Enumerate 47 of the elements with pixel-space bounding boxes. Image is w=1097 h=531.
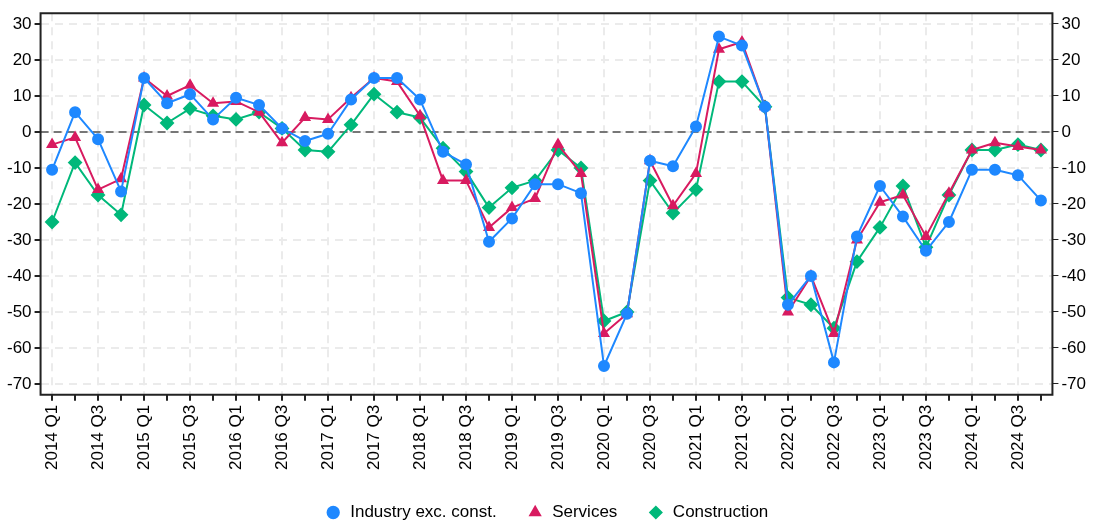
y2-tick-label: -40 <box>6 265 32 285</box>
x-tick-label: 2021 Q3 <box>731 404 751 471</box>
y-tick-label: -60 <box>1061 337 1087 357</box>
y-tick-label: 20 <box>1061 49 1081 69</box>
y2-tick-label: -70 <box>6 373 32 393</box>
y-tick-label: -20 <box>1061 193 1087 213</box>
y2-tick-label: -30 <box>6 229 32 249</box>
y2-tick-label: -60 <box>6 337 32 357</box>
x-tick-label: 2016 Q3 <box>271 404 291 471</box>
x-tick-label: 2015 Q3 <box>179 404 199 471</box>
x-tick-label: 2014 Q1 <box>41 404 61 471</box>
x-tick-label: 2024 Q3 <box>1007 404 1027 471</box>
x-tick-label: 2018 Q3 <box>455 404 475 471</box>
x-tick-label: 2022 Q1 <box>777 404 797 471</box>
legend-label: Services <box>552 502 618 522</box>
y-tick-label: 0 <box>1061 121 1071 141</box>
y2-tick-label: 10 <box>12 85 32 105</box>
x-tick-label: 2017 Q3 <box>363 404 383 471</box>
y-tick-label: -40 <box>1061 265 1087 285</box>
y-tick-label: -70 <box>1061 373 1087 393</box>
y2-tick-label: 30 <box>12 13 32 33</box>
y-tick-label: -30 <box>1061 229 1087 249</box>
x-tick-label: 2019 Q1 <box>501 404 521 471</box>
x-tick-label: 2017 Q1 <box>317 404 337 471</box>
x-tick-label: 2015 Q1 <box>133 404 153 471</box>
x-tick-label: 2020 Q3 <box>639 404 659 471</box>
x-tick-label: 2024 Q1 <box>961 404 981 471</box>
x-tick-label: 2019 Q3 <box>547 404 567 471</box>
y2-tick-label: -10 <box>6 157 32 177</box>
y2-tick-label: -50 <box>6 301 32 321</box>
x-tick-label: 2020 Q1 <box>593 404 613 471</box>
legend-label: Industry exc. const. <box>350 502 497 522</box>
y2-tick-label: -20 <box>6 193 32 213</box>
y2-tick-label: 20 <box>12 49 32 69</box>
x-tick-label: 2016 Q1 <box>225 404 245 471</box>
legend-label: Construction <box>672 502 769 522</box>
y-tick-label: 10 <box>1061 85 1081 105</box>
x-tick-label: 2018 Q1 <box>409 404 429 471</box>
y-tick-label: -10 <box>1061 157 1087 177</box>
x-tick-label: 2014 Q3 <box>87 404 107 471</box>
y-tick-label: -50 <box>1061 301 1087 321</box>
y-tick-label: 30 <box>1061 13 1081 33</box>
x-tick-label: 2023 Q1 <box>869 404 889 471</box>
y2-tick-label: 0 <box>22 121 32 141</box>
x-tick-label: 2023 Q3 <box>915 404 935 471</box>
x-tick-label: 2021 Q1 <box>685 404 705 471</box>
x-tick-label: 2022 Q3 <box>823 404 843 471</box>
